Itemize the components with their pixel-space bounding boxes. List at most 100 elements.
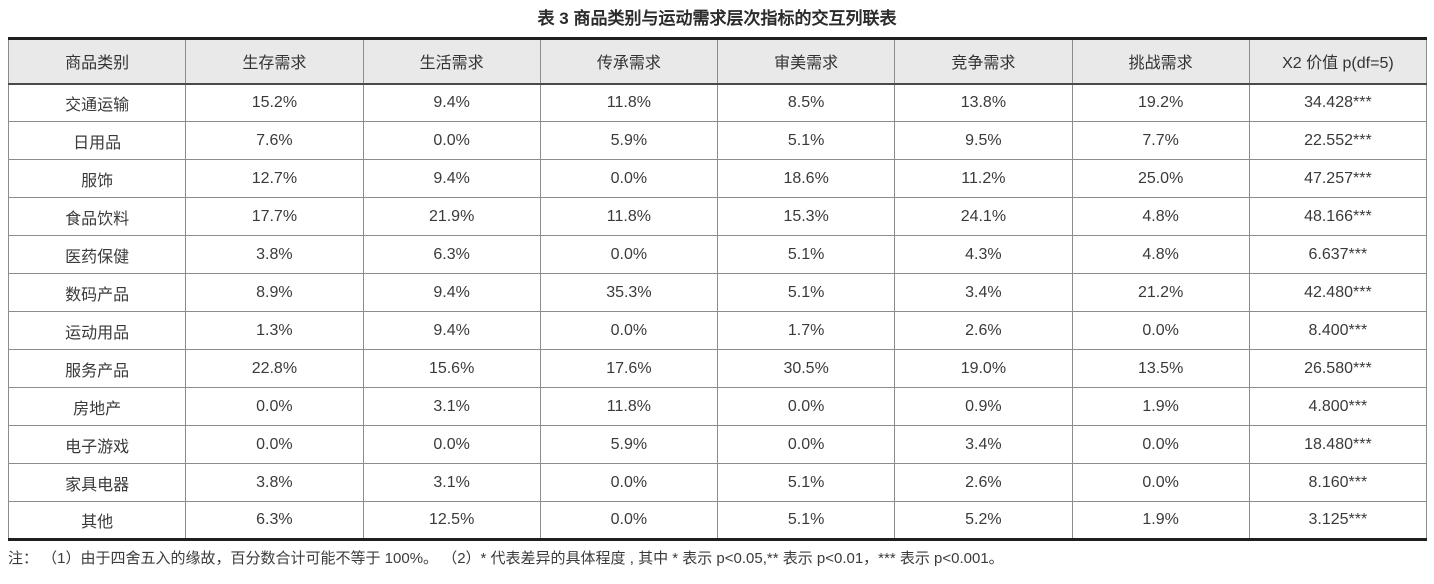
data-cell: 8.9% — [185, 273, 364, 312]
data-cell: 9.4% — [362, 159, 541, 198]
data-cell: 5.1% — [716, 235, 896, 274]
data-cell: 5.1% — [716, 273, 896, 312]
table-row: 服饰 12.7% 9.4% 0.0% 18.6% 11.2% 25.0% 47.257*** — [7, 159, 1428, 198]
data-cell: 9.4% — [362, 273, 541, 312]
data-cell: 15.3% — [716, 197, 896, 236]
data-cell: 19.2% — [1071, 83, 1250, 122]
row-category: 日用品 — [7, 121, 187, 160]
column-header-3: 传承需求 — [539, 38, 719, 85]
data-cell: 42.480*** — [1248, 273, 1428, 312]
data-cell: 5.9% — [539, 425, 719, 464]
data-cell: 3.8% — [185, 463, 364, 502]
data-cell: 0.9% — [894, 387, 1073, 426]
row-category: 房地产 — [7, 387, 187, 426]
column-header-1: 生存需求 — [185, 38, 364, 85]
data-cell: 15.2% — [185, 83, 364, 122]
data-cell: 7.6% — [185, 121, 364, 160]
column-header-4: 审美需求 — [716, 38, 896, 85]
data-cell: 11.8% — [539, 387, 719, 426]
row-category: 交通运输 — [7, 83, 187, 122]
data-cell: 3.4% — [894, 273, 1073, 312]
data-cell: 13.5% — [1071, 349, 1250, 388]
data-cell: 8.5% — [716, 83, 896, 122]
data-cell: 3.1% — [362, 463, 541, 502]
row-category: 其他 — [7, 501, 187, 540]
data-cell: 11.2% — [894, 159, 1073, 198]
data-cell: 0.0% — [539, 311, 719, 350]
column-header-7: X2 价值 p(df=5) — [1248, 38, 1428, 85]
data-cell: 0.0% — [539, 501, 719, 540]
table-title: 表 3 商品类别与运动需求层次指标的交互列联表 — [537, 9, 897, 28]
row-category: 医药保健 — [7, 235, 187, 274]
data-cell: 11.8% — [539, 83, 719, 122]
data-cell: 48.166*** — [1248, 197, 1428, 236]
data-cell: 9.4% — [362, 83, 541, 122]
data-cell: 2.6% — [894, 311, 1073, 350]
data-cell: 34.428*** — [1248, 83, 1428, 122]
data-cell: 5.1% — [716, 501, 896, 540]
row-category: 运动用品 — [7, 311, 187, 350]
data-cell: 0.0% — [716, 387, 896, 426]
data-cell: 1.9% — [1071, 501, 1250, 540]
data-cell: 1.7% — [716, 311, 896, 350]
data-cell: 0.0% — [1071, 425, 1250, 464]
data-cell: 1.3% — [185, 311, 364, 350]
data-cell: 35.3% — [539, 273, 719, 312]
data-cell: 3.1% — [362, 387, 541, 426]
data-cell: 3.8% — [185, 235, 364, 274]
column-header-5: 竞争需求 — [894, 38, 1073, 85]
data-cell: 30.5% — [716, 349, 896, 388]
data-cell: 9.5% — [894, 121, 1073, 160]
header-row: 商品类别 生存需求 生活需求 传承需求 审美需求 竞争需求 挑战需求 X2 价值 p(df=5… — [7, 38, 1428, 85]
data-cell: 17.6% — [539, 349, 719, 388]
data-cell: 8.160*** — [1248, 463, 1428, 502]
row-category: 服务产品 — [7, 349, 187, 388]
data-cell: 21.2% — [1071, 273, 1250, 312]
crosstab-table: 商品类别 生存需求 生活需求 传承需求 审美需求 竞争需求 挑战需求 X2 价值 p(df=5… — [7, 37, 1428, 541]
data-cell: 9.4% — [362, 311, 541, 350]
column-header-0: 商品类别 — [7, 38, 187, 85]
data-cell: 0.0% — [185, 425, 364, 464]
data-cell: 7.7% — [1071, 121, 1250, 160]
data-cell: 0.0% — [362, 425, 541, 464]
column-header-2: 生活需求 — [362, 38, 541, 85]
data-cell: 12.5% — [362, 501, 541, 540]
table-row: 房地产 0.0% 3.1% 11.8% 0.0% 0.9% 1.9% 4.800*** — [7, 387, 1428, 426]
data-cell: 8.400*** — [1248, 311, 1428, 350]
data-cell: 0.0% — [539, 235, 719, 274]
data-cell: 4.8% — [1071, 197, 1250, 236]
data-cell: 0.0% — [716, 425, 896, 464]
row-category: 服饰 — [7, 159, 187, 198]
data-cell: 4.8% — [1071, 235, 1250, 274]
data-cell: 47.257*** — [1248, 159, 1428, 198]
data-cell: 17.7% — [185, 197, 364, 236]
table-row: 数码产品 8.9% 9.4% 35.3% 5.1% 3.4% 21.2% 42.480*** — [7, 273, 1428, 312]
row-category: 数码产品 — [7, 273, 187, 312]
row-category: 电子游戏 — [7, 425, 187, 464]
data-cell: 5.1% — [716, 463, 896, 502]
data-cell: 6.3% — [362, 235, 541, 274]
data-cell: 12.7% — [185, 159, 364, 198]
data-cell: 5.9% — [539, 121, 719, 160]
data-cell: 19.0% — [894, 349, 1073, 388]
data-cell: 4.800*** — [1248, 387, 1428, 426]
data-cell: 25.0% — [1071, 159, 1250, 198]
data-cell: 24.1% — [894, 197, 1073, 236]
data-cell: 6.3% — [185, 501, 364, 540]
table-head: 商品类别 生存需求 生活需求 传承需求 审美需求 竞争需求 挑战需求 X2 价值 p(df=5… — [7, 38, 1428, 85]
data-cell: 22.8% — [185, 349, 364, 388]
data-cell: 0.0% — [185, 387, 364, 426]
data-cell: 3.125*** — [1248, 501, 1428, 540]
data-cell: 0.0% — [1071, 311, 1250, 350]
data-cell: 11.8% — [539, 197, 719, 236]
data-cell: 5.2% — [894, 501, 1073, 540]
data-cell: 1.9% — [1071, 387, 1250, 426]
row-category: 家具电器 — [7, 463, 187, 502]
table-row: 服务产品 22.8% 15.6% 17.6% 30.5% 19.0% 13.5% 26.580… — [7, 349, 1428, 388]
data-cell: 0.0% — [539, 159, 719, 198]
data-cell: 22.552*** — [1248, 121, 1428, 160]
data-cell: 0.0% — [539, 463, 719, 502]
table-row: 交通运输 15.2% 9.4% 11.8% 8.5% 13.8% 19.2% 34.428**… — [7, 83, 1428, 122]
data-cell: 2.6% — [894, 463, 1073, 502]
